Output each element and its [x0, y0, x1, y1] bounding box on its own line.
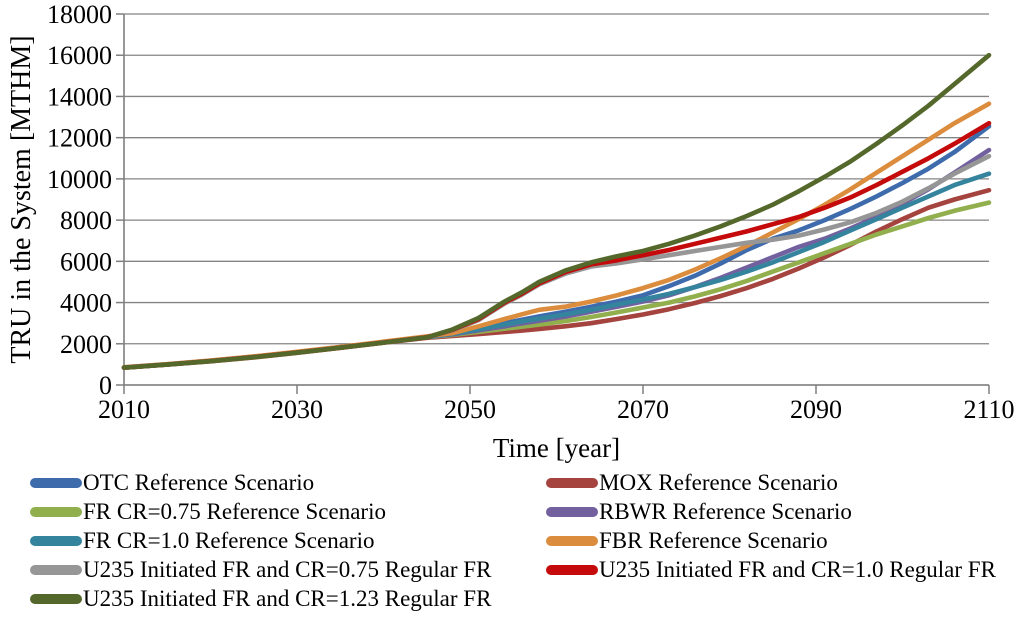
y-axis-title: TRU in the System [MTHM] [6, 35, 37, 363]
legend-item-8: U235 Initiated FR and CR=1.23 Regular FR [30, 584, 546, 613]
x-tick-label: 2030 [271, 395, 323, 424]
y-tick-label: 14000 [47, 82, 112, 111]
legend-label-2: FR CR=0.75 Reference Scenario [83, 498, 386, 524]
x-tick-label: 2070 [617, 395, 669, 424]
series-line-7 [121, 120, 992, 370]
y-tick-label: 4000 [60, 289, 112, 318]
y-tick-label: 8000 [60, 206, 112, 235]
series-line-0 [121, 124, 992, 370]
chart-legend: OTC Reference Scenario MOX Reference Scen… [30, 468, 1024, 613]
legend-item-7: U235 Initiated FR and CR=1.0 Regular FR [546, 555, 1024, 584]
legend-label-8: U235 Initiated FR and CR=1.23 Regular FR [83, 585, 492, 611]
legend-label-1: MOX Reference Scenario [599, 469, 838, 495]
x-tick-label: 2090 [790, 395, 842, 424]
legend-label-0: OTC Reference Scenario [83, 469, 315, 495]
legend-item-0: OTC Reference Scenario [30, 468, 546, 497]
legend-label-6: U235 Initiated FR and CR=0.75 Regular FR [83, 556, 492, 582]
y-tick-label: 6000 [60, 247, 112, 276]
legend-swatch-5 [546, 535, 598, 546]
legend-label-4: FR CR=1.0 Reference Scenario [83, 527, 375, 553]
legend-swatch-0 [30, 477, 82, 488]
y-tick-label: 10000 [47, 165, 112, 194]
x-tick-label: 2110 [963, 395, 1014, 424]
legend-item-6: U235 Initiated FR and CR=0.75 Regular FR [30, 555, 546, 584]
y-tick-label: 2000 [60, 330, 112, 359]
x-tick-label: 2050 [444, 395, 496, 424]
legend-swatch-2 [30, 506, 82, 517]
legend-swatch-1 [546, 477, 598, 488]
legend-item-4: FR CR=1.0 Reference Scenario [30, 526, 546, 555]
legend-swatch-8 [30, 593, 82, 604]
x-axis-title: Time [year] [493, 433, 620, 463]
y-tick-label: 18000 [47, 0, 112, 29]
series-line-8 [121, 52, 992, 370]
legend-swatch-7 [546, 564, 598, 575]
legend-swatch-3 [546, 506, 598, 517]
x-tick-label: 2010 [98, 395, 150, 424]
y-tick-label: 0 [99, 371, 112, 400]
legend-swatch-4 [30, 535, 82, 546]
legend-swatch-6 [30, 564, 82, 575]
legend-item-1: MOX Reference Scenario [546, 468, 1024, 497]
chart-plot-area: 0 2000 4000 6000 8000 10000 12000 14000 16000 180… [6, 0, 1015, 463]
y-tick-label: 12000 [47, 124, 112, 153]
legend-item-3: RBWR Reference Scenario [546, 497, 1024, 526]
legend-label-3: RBWR Reference Scenario [599, 498, 852, 524]
legend-label-5: FBR Reference Scenario [599, 527, 828, 553]
legend-item-5: FBR Reference Scenario [546, 526, 1024, 555]
legend-item-2: FR CR=0.75 Reference Scenario [30, 497, 546, 526]
legend-label-7: U235 Initiated FR and CR=1.0 Regular FR [599, 556, 996, 582]
y-tick-label: 16000 [47, 41, 112, 70]
